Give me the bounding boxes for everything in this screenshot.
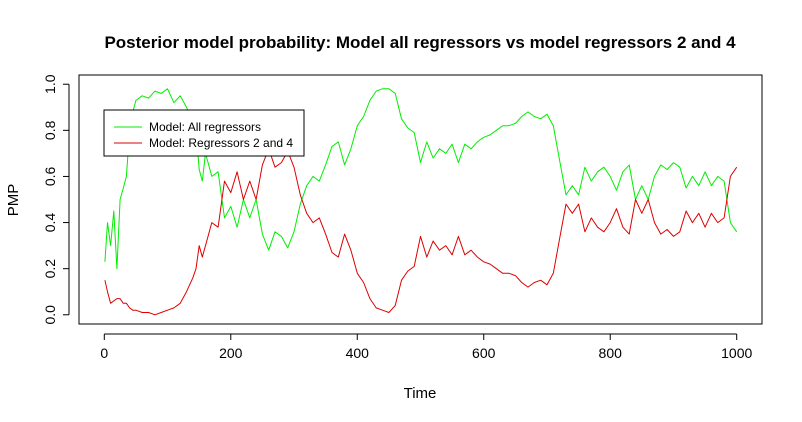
x-tick-label: 400 (346, 345, 370, 361)
x-tick-label: 1000 (721, 345, 752, 361)
x-tick-label: 600 (472, 345, 496, 361)
series-line-all-regressors (104, 88, 738, 270)
y-tick-label: 0.4 (42, 213, 58, 233)
legend-label-r24: Model: Regressors 2 and 4 (149, 136, 293, 150)
x-tick-label: 200 (219, 345, 243, 361)
legend-label-all: Model: All regressors (149, 120, 261, 134)
y-axis: 0.0 0.2 0.4 0.6 0.8 1.0 (42, 74, 70, 325)
x-axis-label: Time (404, 385, 437, 402)
chart-title: Posterior model probability: Model all r… (104, 33, 736, 52)
y-tick-label: 0.6 (42, 167, 58, 187)
legend: Model: All regressors Model: Regressors … (103, 109, 305, 157)
x-axis: 0 200 400 600 800 1000 (100, 333, 752, 361)
plot-frame (78, 74, 763, 325)
y-axis-label: PMP (5, 184, 22, 217)
series-line-regressors-2-and-4 (104, 148, 738, 316)
series-layer (104, 88, 738, 316)
x-tick-label: 0 (100, 345, 108, 361)
x-tick-label: 800 (599, 345, 623, 361)
y-tick-label: 0.2 (42, 259, 58, 279)
y-tick-label: 0.0 (42, 305, 58, 325)
y-tick-label: 0.8 (42, 120, 58, 140)
y-tick-label: 1.0 (42, 74, 58, 94)
legend-box (103, 109, 305, 157)
